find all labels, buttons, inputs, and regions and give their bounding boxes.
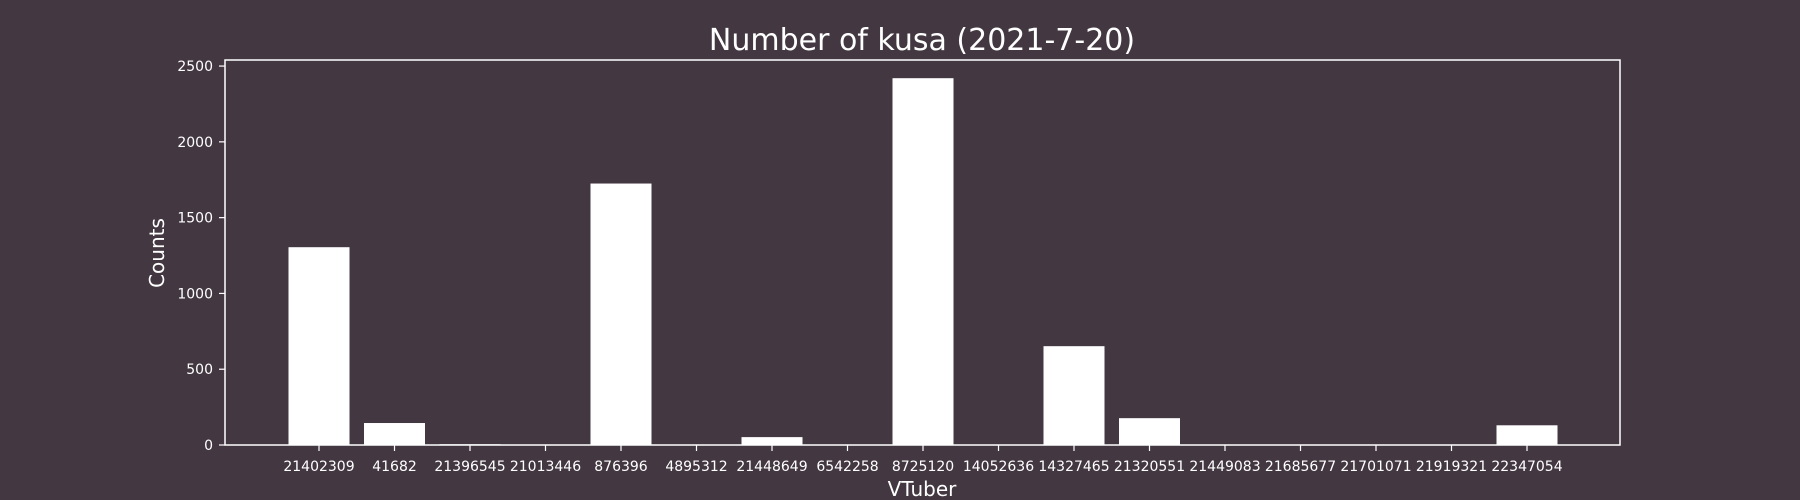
y-tick-label: 2500 — [177, 59, 213, 75]
x-tick-label: 22347054 — [1491, 459, 1562, 475]
y-tick-label: 2000 — [177, 135, 213, 151]
x-tick-label: 6542258 — [816, 459, 878, 475]
bar-21402309 — [288, 247, 350, 445]
x-tick-label: 21013446 — [510, 459, 581, 475]
x-tick-label: 41682 — [372, 459, 417, 475]
x-tick-label: 21402309 — [283, 459, 354, 475]
plot-frame — [224, 59, 1621, 446]
x-tick-label: 21448649 — [736, 459, 807, 475]
x-tick-label: 21685677 — [1265, 459, 1336, 475]
x-tick-label: 14052636 — [963, 459, 1034, 475]
bars-group — [288, 78, 1558, 446]
bar-14327465 — [1043, 346, 1105, 445]
y-tick-label: 1500 — [177, 211, 213, 227]
bar-21448649 — [741, 437, 803, 445]
y-tick-label: 0 — [204, 438, 213, 454]
bar-21320551 — [1119, 418, 1180, 445]
x-tick-label: 21396545 — [434, 459, 505, 475]
chart-title: Number of kusa (2021-7-20) — [709, 23, 1135, 58]
x-axis-ticks: 21402309 41682 21396545 21013446 876396 48953… — [283, 445, 1563, 475]
x-tick-label: 21320551 — [1114, 459, 1185, 475]
x-tick-label: 14327465 — [1038, 459, 1109, 475]
y-axis-ticks: 0 500 1000 1500 2000 2500 — [177, 59, 225, 454]
y-tick-label: 1000 — [177, 286, 213, 302]
bar-8725120 — [892, 78, 954, 446]
bar-876396 — [590, 183, 652, 446]
x-axis-label: VTuber — [888, 477, 958, 500]
y-axis-label: Counts — [145, 218, 169, 288]
bar-41682 — [364, 423, 425, 445]
x-tick-label: 21919321 — [1416, 459, 1487, 475]
bar-22347054 — [1496, 425, 1558, 445]
x-tick-label: 4895312 — [665, 459, 727, 475]
x-tick-label: 8725120 — [892, 459, 954, 475]
y-tick-label: 500 — [186, 362, 213, 378]
x-tick-label: 21701071 — [1340, 459, 1411, 475]
x-tick-label: 876396 — [594, 459, 648, 475]
x-tick-label: 21449083 — [1189, 459, 1260, 475]
